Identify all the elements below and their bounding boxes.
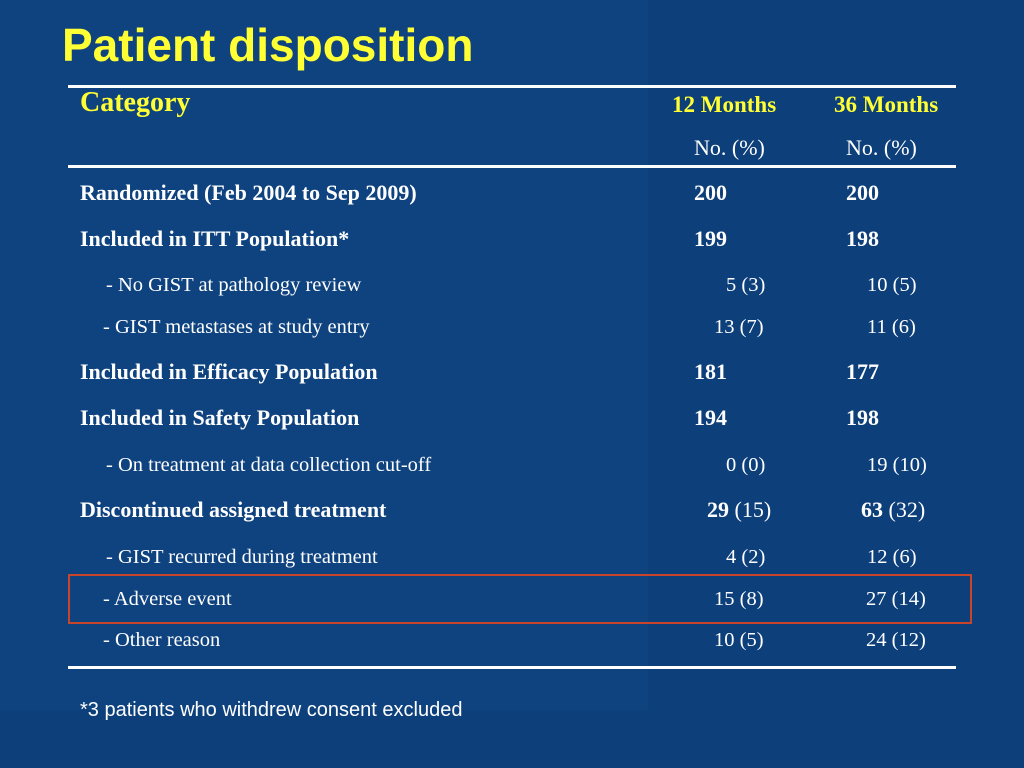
row-label: Discontinued assigned treatment [80,497,387,522]
value-36-months: 198 [846,226,879,251]
table-row: - On treatment at data collection cut-of… [0,454,1024,490]
table-row: Randomized (Feb 2004 to Sep 2009) 200 20… [0,180,1024,216]
value-36-months: 63 (32) [861,497,925,523]
value-12-months: 194 [694,405,727,430]
value-12-months: 199 [694,226,727,251]
row-label: - On treatment at data collection cut-of… [106,454,432,476]
row-label: - GIST recurred during treatment [106,546,378,568]
header-36-months: 36 Months [834,92,939,117]
table-row: - GIST recurred during treatment 4 (2) 1… [0,546,1024,582]
row-label: - Other reason [103,629,221,651]
value-36-months: 11 (6) [867,316,916,338]
value-12-months: 181 [694,359,727,384]
row-label: - No GIST at pathology review [106,274,362,296]
value-36-months: 24 (12) [866,629,926,651]
value-36-months: 12 (6) [867,546,917,568]
row-label: Included in Efficacy Population [80,359,378,384]
value-12-months: 10 (5) [714,629,764,651]
row-label: Randomized (Feb 2004 to Sep 2009) [80,180,417,205]
value-12-months: 15 (8) [714,588,764,610]
table-row: - GIST metastases at study entry 13 (7) … [0,316,1024,352]
row-label: Included in ITT Population* [80,226,350,251]
value-36-months: 19 (10) [867,454,927,476]
header-category: Category [80,87,191,118]
table-row: Included in ITT Population* 199 198 [0,226,1024,262]
value-36-months: 198 [846,405,879,430]
table-row: Discontinued assigned treatment 29 (15) … [0,497,1024,533]
value-36-months: 200 [846,180,879,205]
value-12-months: 5 (3) [726,274,766,296]
table-bottom-rule [68,666,956,669]
background-panel [0,0,648,710]
value-12-count: 29 [707,497,729,522]
subheader-36-months: No. (%) [846,135,917,160]
row-label: - GIST metastases at study entry [103,316,370,338]
row-label: - Adverse event [103,588,232,610]
value-12-percent: (15) [734,497,772,522]
header-12-months: 12 Months [672,92,777,117]
value-12-months: 4 (2) [726,546,766,568]
value-36-percent: (32) [888,497,926,522]
table-row: Included in Efficacy Population 181 177 [0,359,1024,395]
value-12-months: 0 (0) [726,454,766,476]
value-36-months: 27 (14) [866,588,926,610]
value-36-months: 10 (5) [867,274,917,296]
value-12-months: 200 [694,180,727,205]
subheader-12-months: No. (%) [694,135,765,160]
slide-title: Patient disposition [62,19,474,71]
row-label: Included in Safety Population [80,405,360,430]
value-12-months: 29 (15) [707,497,771,523]
table-row: Included in Safety Population 194 198 [0,405,1024,441]
highlight-box [68,574,972,624]
table-header-rule [68,165,956,168]
value-12-months: 13 (7) [714,316,764,338]
table-top-rule [68,85,956,88]
table-row: - Adverse event 15 (8) 27 (14) [0,588,1024,624]
table-row: - Other reason 10 (5) 24 (12) [0,629,1024,665]
value-36-months: 177 [846,359,879,384]
footnote: *3 patients who withdrew consent exclude… [80,699,463,721]
value-36-count: 63 [861,497,883,522]
table-row: - No GIST at pathology review 5 (3) 10 (… [0,274,1024,310]
